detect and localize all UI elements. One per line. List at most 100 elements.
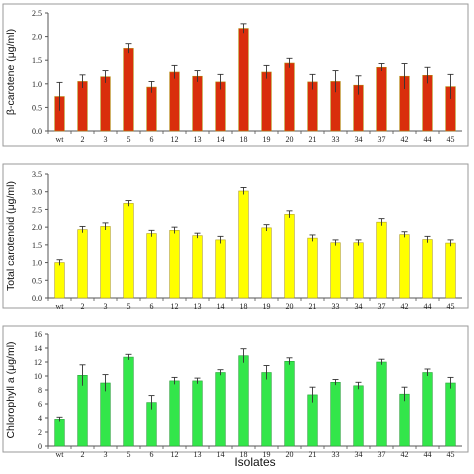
x-tick-label: 12 <box>171 302 179 311</box>
bar-14 <box>215 239 226 299</box>
x-tick-label: 5 <box>127 135 131 144</box>
x-tick-label: 18 <box>240 302 248 311</box>
y-tick-label: 0.0 <box>32 127 42 136</box>
bar-6 <box>146 233 157 299</box>
x-tick-label: 2 <box>81 135 85 144</box>
beta-carotene-chart: 0.0 0.5 1.0 1.5 2.0 2.5 β-carotene (μg/ml) wt 2 3… <box>2 3 469 147</box>
bar-44 <box>422 75 433 132</box>
x-tick-label: 18 <box>240 450 248 459</box>
y-axis-label: β-carotene (μg/ml) <box>5 29 17 115</box>
bar-3 <box>100 76 111 132</box>
x-tick-label: 21 <box>309 302 317 311</box>
x-tick-label: 3 <box>104 135 108 144</box>
x-tick-label: 19 <box>263 135 271 144</box>
bar-14 <box>215 372 226 447</box>
bar-42 <box>399 393 410 447</box>
bar-5 <box>123 48 134 132</box>
x-tick-label: 44 <box>424 302 432 311</box>
x-tick-label: 6 <box>150 302 154 311</box>
x-tick-label: 33 <box>332 135 340 144</box>
beta-carotene-panel: 0.0 0.5 1.0 1.5 2.0 2.5 β-carotene (μg/ml) wt 2 3… <box>0 0 474 152</box>
bar-13 <box>192 380 203 447</box>
total-carotenoid-chart: 0.0 0.5 1.0 1.5 2.0 2.5 3.0 3.5 Total carotenoid… <box>2 163 469 311</box>
x-tick-label: 42 <box>401 302 409 311</box>
bar-12 <box>169 71 180 132</box>
x-tick-label: 21 <box>309 135 317 144</box>
bar-13 <box>192 75 203 132</box>
bar-20 <box>284 214 295 299</box>
y-tick-label: 1.0 <box>32 80 42 89</box>
x-tick-label: 14 <box>217 302 225 311</box>
x-tick-label: 13 <box>194 302 202 311</box>
bar-wt <box>54 262 65 299</box>
y-tick-label: 2.0 <box>32 223 42 232</box>
x-tick-label: wt <box>56 302 65 311</box>
bar-20 <box>284 360 295 447</box>
x-tick-label: 2 <box>81 450 85 459</box>
bar-wt <box>54 419 65 447</box>
bar-18 <box>238 190 249 299</box>
y-tick-label: 0 <box>38 442 42 451</box>
x-tick-label: 12 <box>171 450 179 459</box>
x-tick-label: 44 <box>424 450 432 459</box>
y-tick-label: 0.5 <box>32 103 42 112</box>
bar-2 <box>77 374 88 447</box>
x-tick-label: 33 <box>332 450 340 459</box>
bar-34 <box>353 385 364 447</box>
x-tick-label: 20 <box>286 135 294 144</box>
x-tick-label: 34 <box>355 135 363 144</box>
bar-20 <box>284 62 295 132</box>
chlorophyll-a-panel: 0 2 4 6 8 10 12 14 16 Chlorophyll a (μg/ml) wt 2 3 5 6… <box>0 322 474 474</box>
bar-21 <box>307 237 318 299</box>
panel-frame <box>2 163 469 309</box>
bar-3 <box>100 382 111 447</box>
x-tick-label: 2 <box>81 302 85 311</box>
chlorophyll-a-chart: 0 2 4 6 8 10 12 14 16 Chlorophyll a (μg/ml) wt 2 3 5 6… <box>2 325 469 469</box>
bar-34 <box>353 242 364 299</box>
bar-19 <box>261 71 272 132</box>
y-tick-label: 2 <box>38 428 42 437</box>
bar-3 <box>100 226 111 299</box>
bar-13 <box>192 235 203 299</box>
x-tick-label: 5 <box>127 450 131 459</box>
x-tick-label: 37 <box>378 302 386 311</box>
y-tick-label: 1.0 <box>32 259 42 268</box>
bar-44 <box>422 239 433 299</box>
x-tick-label: 20 <box>286 302 294 311</box>
y-axis-label: Total carotenoid (μg/ml) <box>5 181 17 291</box>
y-tick-label: 16 <box>34 330 42 339</box>
y-tick-label: 1.5 <box>32 241 42 250</box>
x-tick-label: 42 <box>401 135 409 144</box>
y-tick-label: 2.5 <box>32 9 42 18</box>
x-tick-label: 18 <box>240 135 248 144</box>
x-tick-label: 19 <box>263 450 271 459</box>
bar-37 <box>376 66 387 132</box>
x-tick-label: 3 <box>104 450 108 459</box>
x-tick-label: 6 <box>150 135 154 144</box>
x-tick-label: 33 <box>332 302 340 311</box>
y-tick-label: 0.5 <box>32 276 42 285</box>
bar-2 <box>77 81 88 132</box>
y-tick-label: 8 <box>38 386 42 395</box>
x-tick-label: 5 <box>127 302 131 311</box>
x-tick-label: 45 <box>447 450 455 459</box>
bar-33 <box>330 381 341 447</box>
x-tick-label: wt <box>56 450 65 459</box>
x-tick-label: 12 <box>171 135 179 144</box>
y-tick-label: 2.5 <box>32 205 42 214</box>
y-tick-label: 14 <box>34 344 42 353</box>
bar-44 <box>422 372 433 447</box>
bar-37 <box>376 221 387 299</box>
x-tick-label: 19 <box>263 302 271 311</box>
x-tick-label: 34 <box>355 302 363 311</box>
y-tick-label: 3.5 <box>32 170 42 179</box>
bar-2 <box>77 229 88 299</box>
panel-frame <box>2 3 469 147</box>
x-axis-label: Isolates <box>234 455 275 469</box>
bar-5 <box>123 203 134 299</box>
x-tick-label: 21 <box>309 450 317 459</box>
y-tick-label: 6 <box>38 400 42 409</box>
x-tick-label: 37 <box>378 450 386 459</box>
bar-19 <box>261 372 272 447</box>
x-tick-label: 14 <box>217 135 225 144</box>
